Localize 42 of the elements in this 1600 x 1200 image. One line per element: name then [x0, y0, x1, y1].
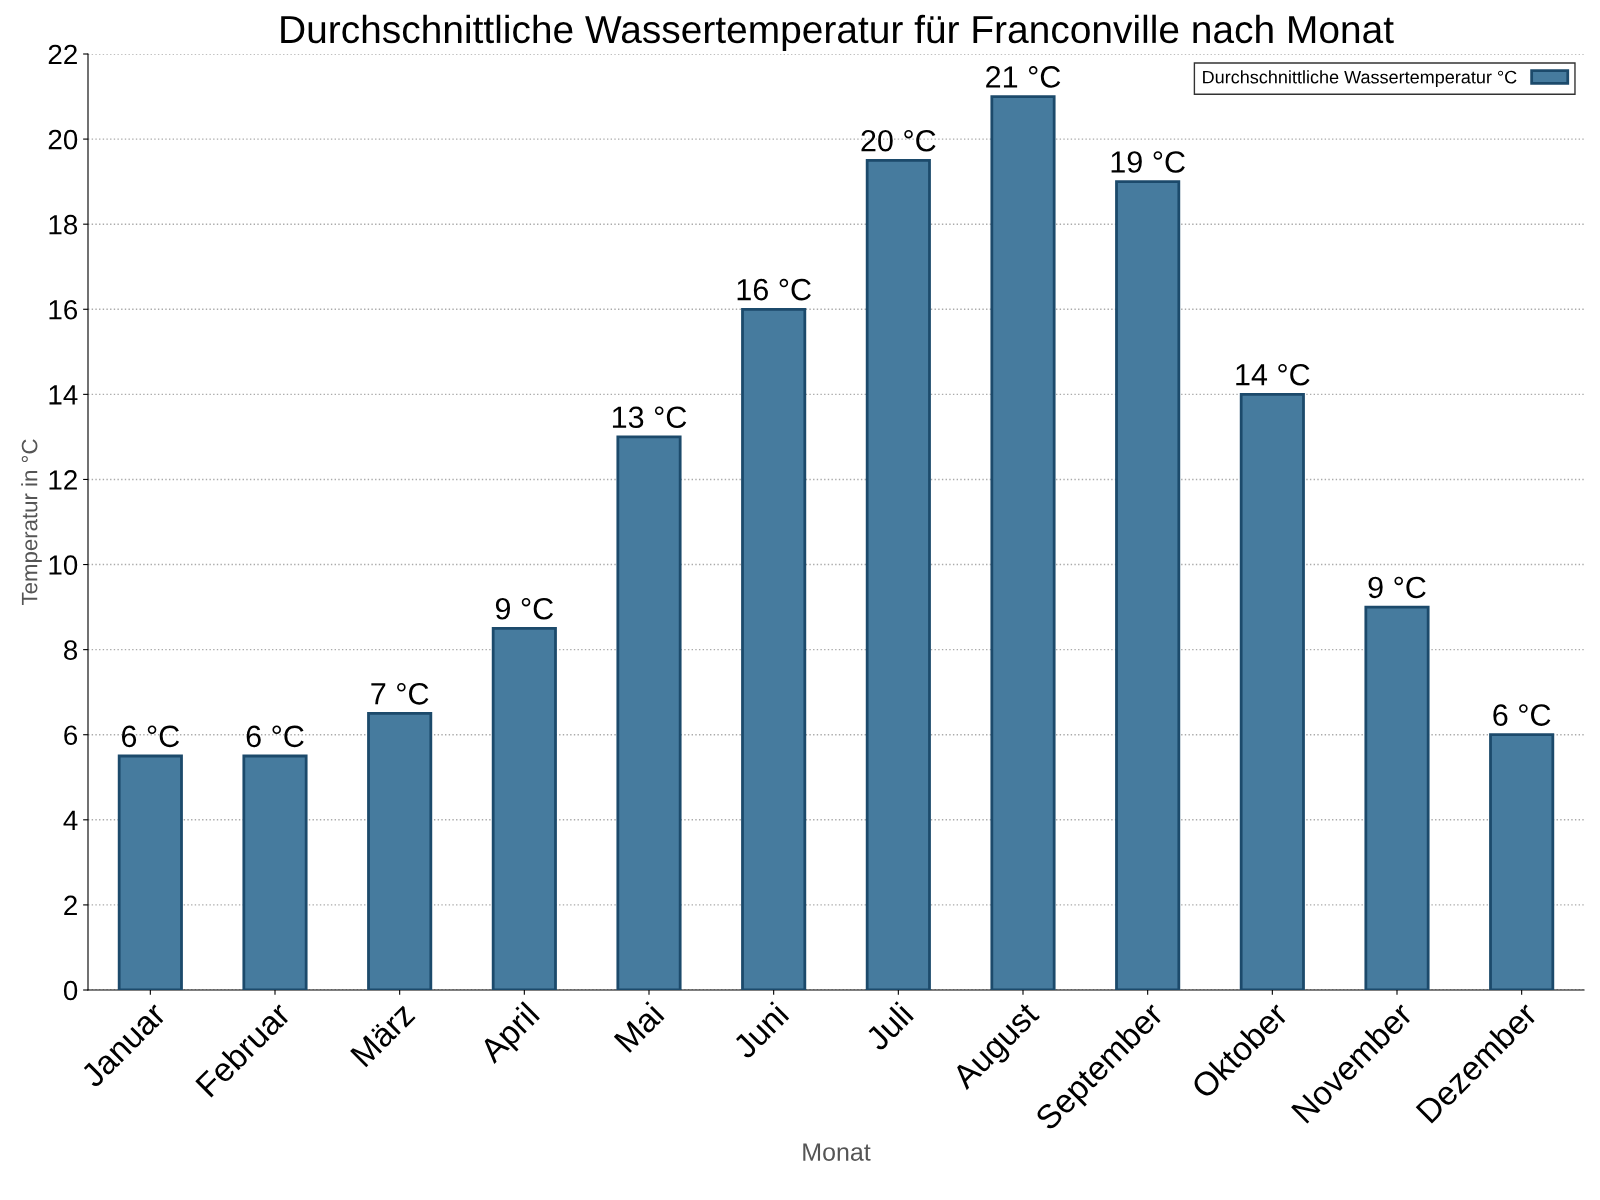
y-axis-title: Temperatur in °C [21, 439, 42, 605]
data-label: 20 °C [861, 129, 936, 152]
y-tick-label: 14 [49, 385, 78, 405]
bar [1364, 605, 1430, 990]
y-tick-label: 4 [63, 810, 78, 830]
bar [990, 95, 1056, 990]
data-label: 21 °C [986, 66, 1061, 88]
bar [1489, 733, 1555, 990]
y-tick-label: 6 [64, 725, 78, 746]
bar [242, 754, 308, 990]
x-axis-title: Monat [803, 1143, 871, 1161]
data-label: 6 °C [1493, 704, 1551, 726]
data-label: 6 °C [246, 725, 304, 748]
y-tick-label: 22 [48, 44, 77, 65]
bar [367, 712, 433, 990]
bar [616, 435, 682, 990]
bar [117, 754, 183, 990]
y-tick-label: 18 [49, 214, 78, 235]
y-tick-label: 2 [64, 895, 77, 915]
y-tick-label: 20 [48, 129, 78, 150]
data-label: 9 °C [495, 597, 554, 620]
data-label: 14 °C [1236, 363, 1310, 386]
data-label: 19 °C [1111, 151, 1185, 173]
data-label: 9 °C [1368, 576, 1426, 599]
data-label: 6 °C [122, 725, 180, 748]
y-tick-label: 16 [49, 299, 78, 320]
y-tick-label: 0 [63, 980, 78, 1001]
bar [1239, 392, 1305, 990]
bar [741, 307, 807, 990]
y-tick-label: 12 [49, 470, 77, 490]
legend-label: Durchschnittliche Wassertemperatur °C [1203, 70, 1517, 88]
bar [1115, 180, 1181, 990]
data-label: 7 °C [371, 683, 429, 705]
bar [865, 158, 931, 990]
data-label: 16 °C [737, 278, 811, 301]
y-tick-label: 8 [64, 640, 78, 660]
x-tick-label: Juli [863, 1001, 915, 1053]
data-label: 13 °C [612, 406, 687, 429]
y-tick-label: 10 [49, 555, 78, 575]
x-tick-label: Mai [612, 1001, 665, 1054]
bar [491, 626, 557, 990]
chart-title: Durchschnittliche Wassertemperatur für Franconville nach Monat [281, 14, 1394, 51]
